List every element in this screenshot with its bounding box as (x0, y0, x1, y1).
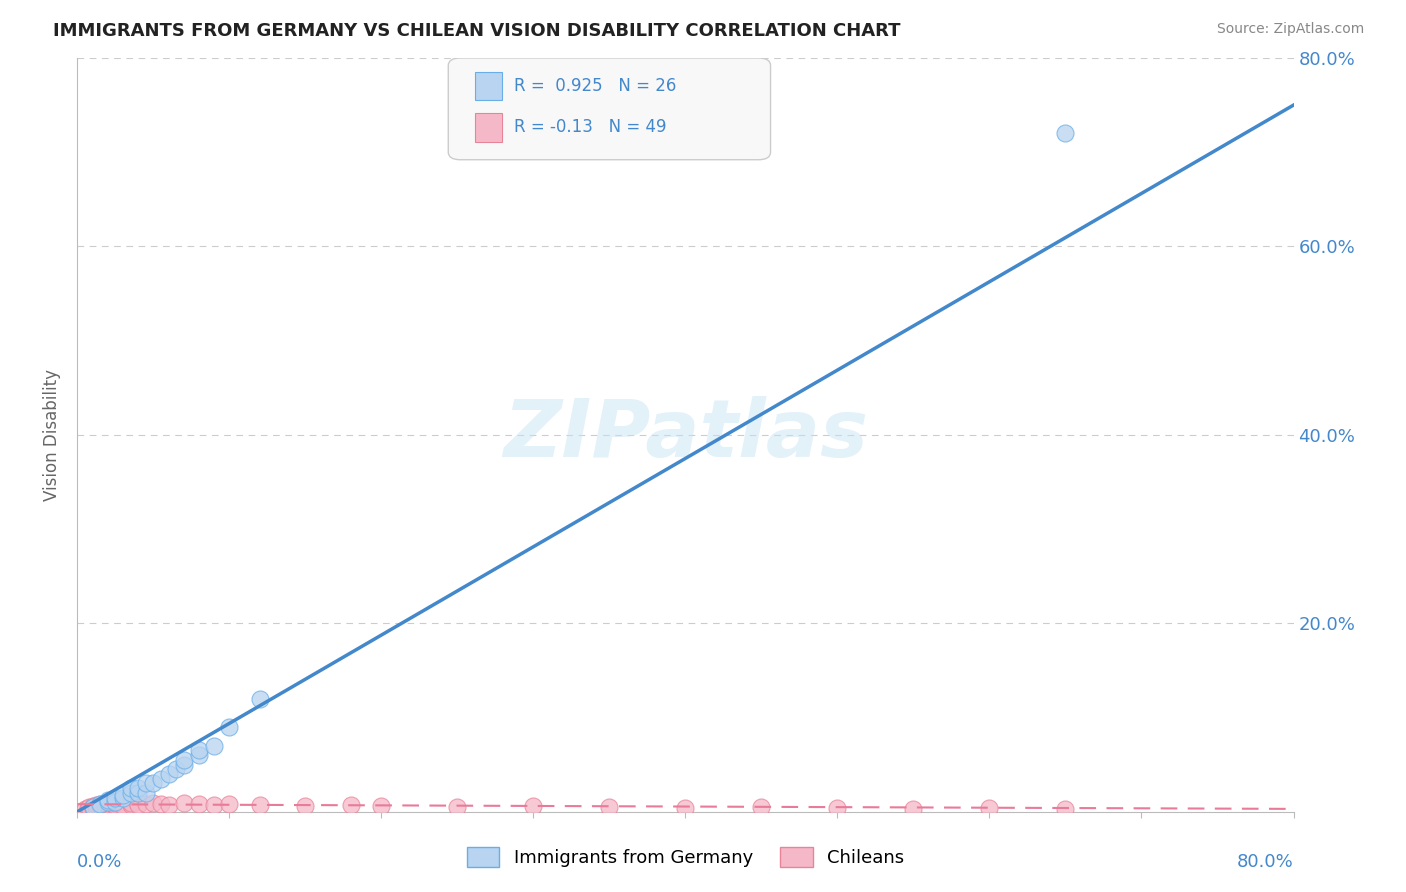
Point (120, 798, 142, 813)
Point (100, 799, 122, 814)
Point (120, 796, 142, 810)
Point (149, 772, 172, 786)
Point (979, 801, 1001, 815)
Point (111, 799, 134, 814)
Point (827, 801, 849, 815)
Point (97, 799, 120, 814)
Point (89, 797, 111, 812)
Point (165, 762, 187, 776)
Point (135, 786, 157, 800)
Point (120, 797, 142, 812)
Point (89, 797, 111, 812)
Point (218, 797, 240, 812)
Point (142, 776, 165, 790)
Text: 0.0%: 0.0% (77, 853, 122, 871)
Point (188, 797, 211, 812)
Point (188, 743, 211, 757)
Text: R =  0.925   N = 26: R = 0.925 N = 26 (515, 77, 676, 95)
Point (249, 798, 271, 813)
Text: R = -0.13   N = 49: R = -0.13 N = 49 (515, 119, 666, 136)
Point (149, 797, 172, 812)
Point (104, 795, 127, 809)
Point (89, 799, 111, 814)
Point (89, 800, 111, 814)
Text: Source: ZipAtlas.com: Source: ZipAtlas.com (1216, 22, 1364, 37)
Point (82, 802, 104, 816)
Point (218, 720, 240, 734)
Point (97, 798, 120, 813)
Point (202, 798, 225, 813)
Text: ZIPatlas: ZIPatlas (503, 396, 868, 474)
Point (97, 795, 120, 809)
Point (127, 781, 149, 796)
Point (157, 798, 180, 813)
FancyBboxPatch shape (475, 113, 502, 142)
Point (370, 799, 392, 814)
Point (127, 786, 149, 800)
Point (135, 797, 157, 812)
Point (93, 800, 115, 814)
Point (120, 781, 142, 796)
Point (104, 798, 127, 813)
Point (202, 739, 225, 753)
Point (522, 799, 544, 814)
Point (73, 802, 96, 816)
Point (598, 800, 620, 814)
Point (111, 790, 134, 805)
Point (1054, 127, 1077, 141)
Point (1054, 802, 1077, 816)
Point (100, 797, 122, 812)
Text: 80.0%: 80.0% (1237, 853, 1294, 871)
Point (173, 757, 195, 772)
Point (82, 800, 104, 814)
Point (111, 798, 134, 813)
Legend: Immigrants from Germany, Chileans: Immigrants from Germany, Chileans (460, 840, 911, 874)
Point (173, 753, 195, 767)
Point (135, 776, 157, 790)
Point (142, 796, 165, 810)
Point (903, 802, 925, 816)
Point (340, 798, 363, 813)
FancyBboxPatch shape (449, 58, 770, 160)
Point (751, 800, 773, 814)
Point (173, 796, 195, 810)
Point (111, 797, 134, 812)
Point (249, 691, 271, 706)
Point (97, 793, 120, 807)
Point (294, 799, 316, 814)
Point (93, 798, 115, 813)
Point (84, 801, 107, 815)
FancyBboxPatch shape (475, 71, 502, 100)
Point (127, 797, 149, 812)
Point (104, 796, 127, 810)
Point (446, 800, 468, 814)
Point (82, 799, 104, 814)
Point (188, 748, 211, 763)
Point (97, 797, 120, 812)
Point (104, 790, 127, 805)
Point (157, 767, 180, 781)
Point (77, 801, 100, 815)
Point (127, 798, 149, 813)
Point (84, 798, 107, 813)
Point (104, 799, 127, 814)
Y-axis label: Vision Disability: Vision Disability (44, 369, 62, 500)
Point (120, 786, 142, 800)
Point (79, 800, 101, 814)
Text: IMMIGRANTS FROM GERMANY VS CHILEAN VISION DISABILITY CORRELATION CHART: IMMIGRANTS FROM GERMANY VS CHILEAN VISIO… (53, 22, 901, 40)
Point (675, 801, 697, 815)
Point (111, 788, 134, 802)
